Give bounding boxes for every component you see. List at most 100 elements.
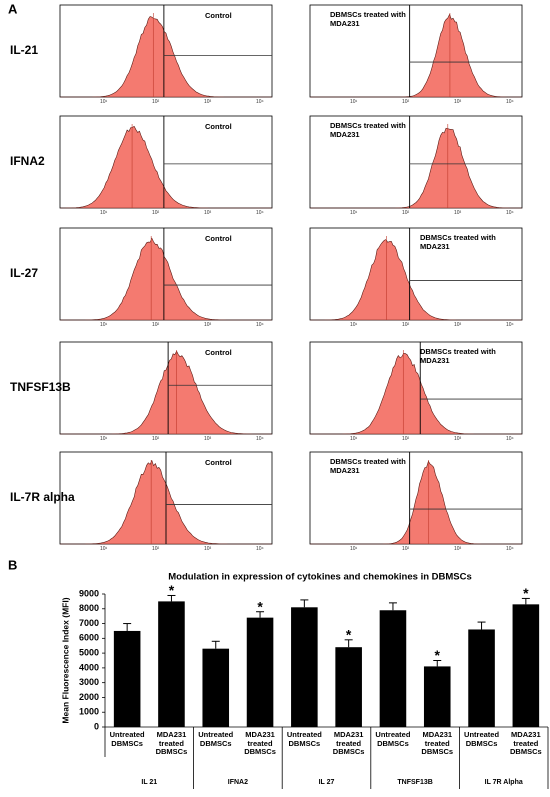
group-label: IL 21 — [141, 779, 158, 786]
bar — [379, 610, 407, 727]
histogram — [310, 127, 522, 209]
y-tick-label: 5000 — [79, 647, 99, 657]
x-tick-label: 10¹ — [100, 99, 108, 105]
x-tick-label: 10² — [402, 210, 410, 216]
panel-note: Control — [205, 348, 232, 357]
row-label: IL-21 — [10, 43, 39, 57]
y-tick-label: 0 — [94, 721, 99, 731]
x-tick-label: 10² — [402, 436, 410, 442]
x-tick-label: 10⁴ — [256, 322, 264, 328]
bar — [423, 666, 451, 727]
histogram — [60, 237, 272, 321]
x-tick-label: 10¹ — [350, 322, 358, 328]
x-tick-label: 10¹ — [350, 546, 358, 552]
y-tick-label: 6000 — [79, 633, 99, 643]
x-tick-label: 10⁴ — [506, 436, 514, 442]
significance-mark: * — [523, 585, 529, 601]
x-tick-label: 10³ — [454, 546, 462, 552]
x-tick-label: 10³ — [204, 99, 212, 105]
x-tick-label: 10² — [152, 99, 160, 105]
x-tick-label: 10² — [152, 546, 160, 552]
panel-note: Control — [205, 458, 232, 467]
row-label: IL-27 — [10, 266, 39, 280]
x-tick-label: 10¹ — [350, 99, 358, 105]
histogram — [310, 460, 522, 545]
bar — [512, 604, 540, 727]
histogram — [310, 13, 522, 98]
panel-note: DBMSCs treated with MDA231 — [420, 233, 496, 251]
y-tick-label: 7000 — [79, 618, 99, 628]
panel-label: B — [8, 557, 17, 572]
x-tick-label: 10⁴ — [506, 99, 514, 105]
bar — [468, 629, 495, 727]
x-tick-label: MDA231 treated DBMSCs — [244, 730, 276, 756]
x-tick-label: 10³ — [204, 436, 212, 442]
panel-note: Control — [205, 11, 232, 20]
x-tick-label: 10¹ — [100, 546, 108, 552]
histogram-frame — [309, 115, 523, 209]
panel-note: Control — [205, 234, 232, 243]
x-tick-label: Untreated DBMSCs — [109, 730, 145, 748]
y-tick-label: 9000 — [79, 588, 99, 598]
x-tick-label: MDA231 treated DBMSCs — [332, 730, 365, 756]
panel-note: DBMSCs treated with MDA231 — [330, 457, 406, 475]
x-tick-label: MDA231 treated DBMSCs — [155, 730, 188, 756]
x-tick-label: Untreated DBMSCs — [375, 730, 411, 748]
x-tick-label: 10² — [152, 436, 160, 442]
x-tick-label: 10¹ — [350, 436, 358, 442]
x-tick-label: 10¹ — [100, 436, 108, 442]
x-tick-label: 10² — [402, 322, 410, 328]
significance-mark: * — [257, 598, 263, 614]
x-tick-label: 10³ — [204, 322, 212, 328]
significance-mark: * — [346, 627, 352, 643]
x-tick-label: 10³ — [204, 210, 212, 216]
y-tick-label: 4000 — [79, 662, 99, 672]
bar — [291, 607, 318, 727]
panel-note: DBMSCs treated with MDA231 — [420, 347, 496, 365]
y-tick-label: 2000 — [79, 692, 99, 702]
histogram — [60, 350, 272, 435]
x-tick-label: 10⁴ — [506, 210, 514, 216]
x-tick-label: MDA231 treated DBMSCs — [421, 730, 454, 756]
group-label: IFNA2 — [227, 779, 248, 786]
histogram — [310, 239, 522, 321]
bar — [246, 617, 274, 727]
x-tick-label: 10² — [402, 99, 410, 105]
histogram — [310, 353, 522, 435]
y-tick-label: 3000 — [79, 677, 99, 687]
x-tick-label: 10⁴ — [506, 546, 514, 552]
x-tick-label: Untreated DBMSCs — [464, 730, 500, 748]
bar — [113, 630, 141, 727]
x-tick-label: 10⁴ — [256, 546, 264, 552]
x-tick-label: 10¹ — [100, 210, 108, 216]
x-tick-label: 10⁴ — [256, 436, 264, 442]
panel-note: DBMSCs treated with MDA231 — [330, 121, 406, 139]
x-tick-label: Untreated DBMSCs — [198, 730, 234, 748]
x-tick-label: 10² — [152, 322, 160, 328]
y-axis-label: Mean Fluorescence Index (MFI) — [60, 597, 70, 723]
panel-note: DBMSCs treated with MDA231 — [330, 10, 406, 28]
x-tick-label: 10⁴ — [506, 322, 514, 328]
group-label: TNFSF13B — [397, 779, 433, 786]
histogram — [60, 16, 272, 98]
chart-title: Modulation in expression of cytokines an… — [168, 572, 472, 583]
y-tick-label: 8000 — [79, 603, 99, 613]
x-tick-label: 10³ — [204, 546, 212, 552]
row-label: IL-7R alpha — [10, 490, 75, 504]
x-tick-label: 10³ — [454, 322, 462, 328]
x-tick-label: MDA231 treated DBMSCs — [510, 730, 542, 756]
x-tick-label: 10¹ — [350, 210, 358, 216]
x-tick-label: Untreated DBMSCs — [286, 730, 322, 748]
x-tick-label: 10⁴ — [256, 99, 264, 105]
bar — [158, 601, 185, 727]
row-label: IFNA2 — [10, 154, 45, 168]
row-label: TNFSF13B — [10, 380, 71, 394]
x-tick-label: 10⁴ — [256, 210, 264, 216]
significance-mark: * — [169, 582, 175, 598]
x-tick-label: 10³ — [454, 99, 462, 105]
panel-label: A — [8, 1, 18, 16]
x-tick-label: 10³ — [454, 436, 462, 442]
x-tick-label: 10³ — [454, 210, 462, 216]
